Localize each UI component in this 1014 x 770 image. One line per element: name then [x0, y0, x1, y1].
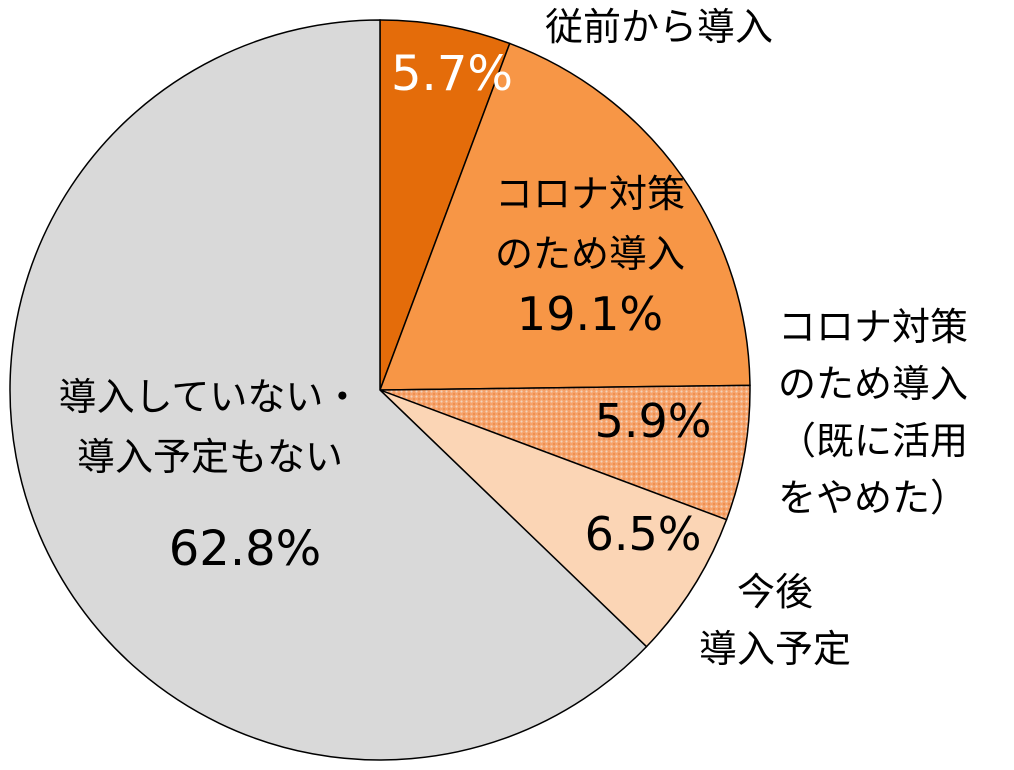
slice-value-label: 5.9% — [595, 394, 712, 448]
slice-value-label: 62.8% — [169, 521, 321, 577]
pie-slice-2 — [378, 42, 751, 391]
slice-category-label: 従前から導入 — [545, 5, 773, 49]
slice-category-label: 導入していない・導入予定もない — [59, 375, 362, 479]
pie-slice-4 — [379, 389, 728, 648]
pie-slice-5 — [9, 19, 648, 761]
slice-category-label: コロナ対策のため導入（既に活用をやめた） — [778, 305, 968, 520]
slice-category-label: 今後導入予定 — [699, 570, 851, 671]
slice-category-label: コロナ対策のため導入 — [495, 172, 685, 276]
slice-value-label: 5.7% — [391, 46, 513, 102]
slice-value-label: 19.1% — [517, 287, 663, 341]
pie-slice-1 — [379, 19, 511, 391]
pie-slice-3 — [379, 384, 751, 521]
slice-value-label: 6.5% — [585, 507, 702, 561]
